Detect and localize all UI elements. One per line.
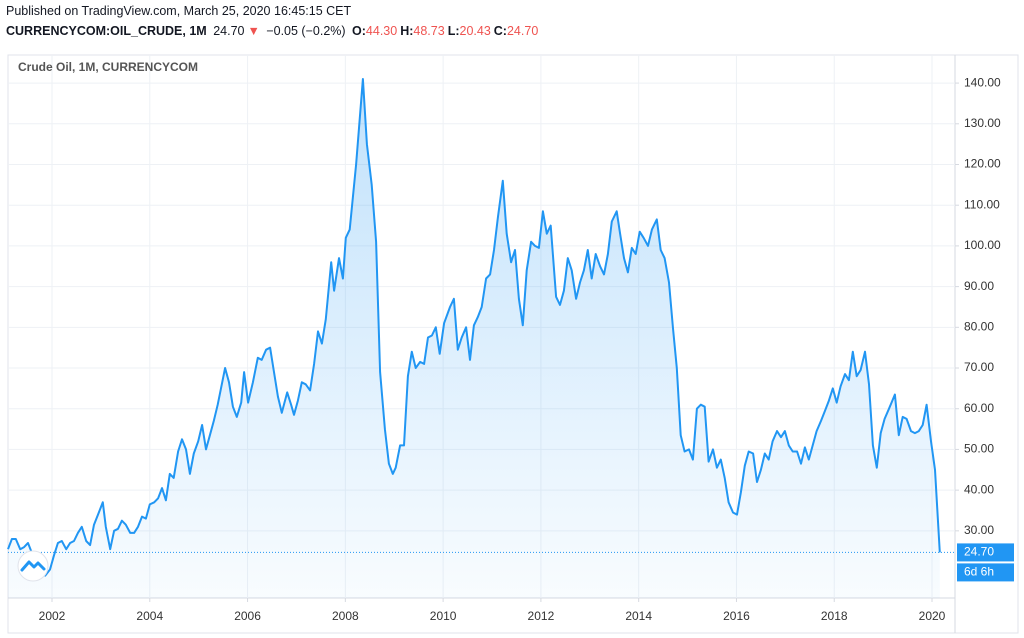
chart-title: Crude Oil, 1M, CURRENCYCOM (18, 60, 198, 74)
y-tick-label: 40.00 (964, 482, 994, 496)
change: −0.05 (−0.2%) (266, 24, 346, 38)
x-tick-label: 2018 (821, 609, 848, 623)
x-tick-label: 2004 (136, 609, 163, 623)
logo (17, 550, 49, 582)
x-tick-label: 2006 (234, 609, 261, 623)
y-tick-label: 60.00 (964, 401, 994, 415)
y-tick-label: 70.00 (964, 360, 994, 374)
ohlc-label: H: (400, 24, 414, 38)
y-tick-label: 50.00 (964, 442, 994, 456)
x-tick-label: 2008 (332, 609, 359, 623)
y-tick-label: 140.00 (964, 75, 1001, 89)
x-tick-label: 2012 (528, 609, 555, 623)
ohlc: O:44.30 H:48.73 L:20.43 C:24.70 (352, 24, 541, 38)
symbol: CURRENCYCOM:OIL_CRUDE, 1M (6, 24, 207, 38)
y-tick-label: 100.00 (964, 238, 1001, 252)
y-tick-label: 90.00 (964, 279, 994, 293)
ohlc-value: 20.43 (459, 24, 491, 38)
x-tick-label: 2010 (430, 609, 457, 623)
last-price: 24.70 (213, 24, 245, 38)
ohlc-value: 24.70 (506, 24, 539, 38)
last-price-label: 24.70 (964, 545, 994, 559)
price-line (7, 78, 941, 577)
ohlc-value: 44.30 (365, 24, 398, 38)
countdown-tag (957, 563, 1014, 582)
y-tick-label: 130.00 (964, 116, 1001, 130)
y-tick-label: 80.00 (964, 319, 994, 333)
ohlc-value: 48.73 (413, 24, 445, 38)
change-arrow: ▼ (247, 24, 260, 38)
y-tick-label: 120.00 (964, 157, 1001, 171)
y-tick-label: 110.00 (964, 197, 1000, 211)
symbol-line: CURRENCYCOM:OIL_CRUDE, 1M 24.70 ▼ −0.05 (… (6, 24, 544, 38)
ohlc-label: L: (447, 24, 460, 38)
y-tick-label: 30.00 (964, 523, 994, 537)
chart-frame (7, 54, 1019, 634)
x-tick-label: 2014 (625, 609, 652, 623)
ohlc-label: O: (352, 24, 366, 38)
countdown-label: 6d 6h (964, 565, 994, 579)
x-tick-label: 2002 (39, 609, 66, 623)
ohlc-label: C: (493, 24, 507, 38)
last-price-tag (957, 543, 1014, 562)
published-line: Published on TradingView.com, March 25, … (6, 4, 352, 18)
x-tick-label: 2020 (919, 609, 946, 623)
area-fill (8, 79, 940, 598)
x-tick-label: 2016 (723, 609, 750, 623)
